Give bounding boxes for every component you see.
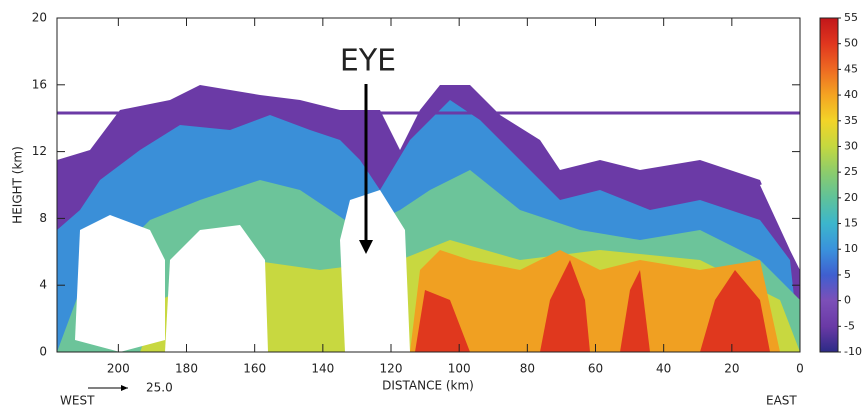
colorbar-tick-label: 5 — [844, 268, 851, 281]
x-axis-label: DISTANCE (km) — [382, 379, 474, 393]
x-tick-label: 60 — [588, 362, 603, 376]
y-tick-label: 8 — [39, 211, 47, 225]
colorbar-tick-label: 15 — [844, 217, 858, 230]
y-tick-label: 20 — [32, 11, 47, 25]
colorbar-tick-label: 25 — [844, 165, 858, 178]
x-tick-label: 160 — [243, 362, 266, 376]
eye-annotation: EYE — [340, 44, 396, 79]
vector-scale-arrowhead — [121, 385, 128, 391]
y-tick-label: 12 — [32, 144, 47, 158]
colorbar-tick-label: 50 — [844, 37, 858, 50]
colorbar-tick-label: -5 — [844, 319, 855, 332]
plot-frame — [56, 17, 801, 353]
colorbar-tick-label: 40 — [844, 88, 858, 101]
x-tick-label: 100 — [448, 362, 471, 376]
y-axis-label: HEIGHT (km) — [11, 146, 25, 224]
y-tick-label: 16 — [32, 77, 47, 91]
west-label: WEST — [60, 394, 95, 408]
x-tick-label: 40 — [656, 362, 671, 376]
x-tick-label: 180 — [175, 362, 198, 376]
colorbar — [819, 17, 839, 353]
x-tick-label: 20 — [724, 362, 739, 376]
colorbar-tick-label: 35 — [844, 114, 858, 127]
vector-scale-label: 25.0 — [146, 381, 173, 395]
x-tick-label: 140 — [311, 362, 334, 376]
colorbar-tick-label: 30 — [844, 139, 858, 152]
colorbar-tick-label: 10 — [844, 242, 858, 255]
colorbar-tick-label: -10 — [844, 345, 862, 358]
x-tick-label: 80 — [520, 362, 535, 376]
y-tick-label: 0 — [39, 345, 47, 359]
colorbar-tick-label: 55 — [844, 11, 858, 24]
x-tick-label: 120 — [380, 362, 403, 376]
x-tick-label: 0 — [796, 362, 804, 376]
y-tick-label: 4 — [39, 278, 47, 292]
reflectivity-field — [57, 85, 800, 352]
x-tick-label: 200 — [107, 362, 130, 376]
colorbar-tick-label: 0 — [844, 294, 851, 307]
eye-arrowhead — [359, 240, 373, 254]
colorbar-tick-label: 45 — [844, 62, 858, 75]
east-label: EAST — [766, 394, 797, 408]
colorbar-tick-label: 20 — [844, 191, 858, 204]
